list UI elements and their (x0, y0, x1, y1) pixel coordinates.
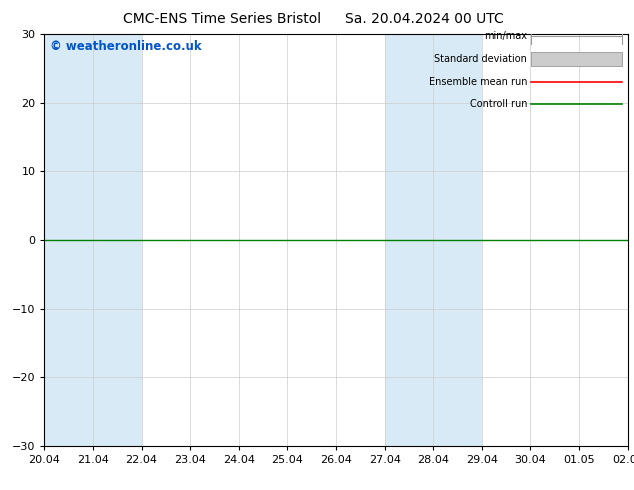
Text: Sa. 20.04.2024 00 UTC: Sa. 20.04.2024 00 UTC (346, 12, 504, 26)
Text: Ensemble mean run: Ensemble mean run (429, 76, 527, 87)
Bar (44, 34, 141, 446)
Text: CMC-ENS Time Series Bristol: CMC-ENS Time Series Bristol (123, 12, 321, 26)
Bar (385, 34, 482, 446)
Text: © weatheronline.co.uk: © weatheronline.co.uk (50, 41, 202, 53)
Text: Standard deviation: Standard deviation (434, 54, 527, 64)
Text: min/max: min/max (484, 31, 527, 41)
Text: Controll run: Controll run (470, 99, 527, 109)
Bar (531, 52, 622, 66)
